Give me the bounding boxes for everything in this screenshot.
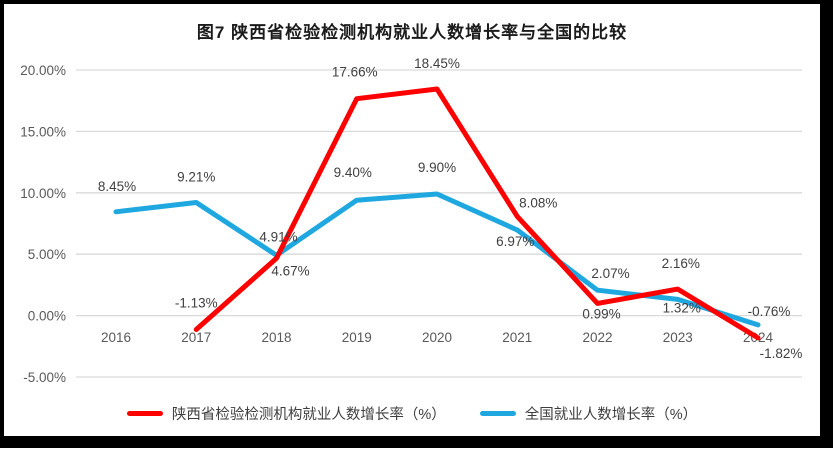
y-tick-label: 0.00%: [28, 309, 66, 324]
data-label: 4.67%: [271, 263, 309, 278]
legend-item-national: 全国就业人数增长率（%）: [479, 403, 698, 424]
data-label: -0.76%: [748, 304, 791, 319]
y-tick-label: 10.00%: [20, 186, 66, 201]
y-tick-label: 5.00%: [28, 247, 66, 262]
x-category-label: 2016: [101, 330, 131, 345]
data-label: 9.90%: [418, 160, 456, 175]
x-category-label: 2017: [181, 330, 211, 345]
data-label: 1.32%: [663, 300, 701, 315]
data-label: 18.45%: [414, 56, 460, 71]
data-label: 2.16%: [662, 256, 700, 271]
legend-red-line-swatch: [126, 411, 163, 416]
legend-item-shaanxi: 陕西省检验检测机构就业人数增长率（%）: [126, 403, 446, 424]
y-tick-label: 15.00%: [20, 124, 66, 139]
data-label: 4.91%: [259, 229, 297, 244]
data-label: 2.07%: [591, 266, 629, 281]
chart-legend: 陕西省检验检测机构就业人数增长率（%） 全国就业人数增长率（%）: [4, 403, 820, 424]
x-category-label: 2019: [342, 330, 372, 345]
x-category-label: 2020: [422, 330, 452, 345]
x-category-label: 2018: [261, 330, 291, 345]
data-label: 8.45%: [98, 179, 136, 194]
x-category-label: 2023: [663, 330, 693, 345]
y-tick-label: -5.00%: [23, 370, 66, 385]
data-label: 9.40%: [334, 165, 372, 180]
data-label: 8.08%: [519, 195, 557, 210]
y-tick-label: 20.00%: [20, 63, 66, 78]
data-label: -1.82%: [760, 346, 803, 361]
series-line-shaanxi: [193, 86, 761, 341]
chart-title: 图7 陕西省检验检测机构就业人数增长率与全国的比较: [196, 23, 628, 42]
legend-label-national: 全国就业人数增长率（%）: [524, 407, 698, 423]
data-label: 9.21%: [177, 170, 215, 185]
legend-label-shaanxi: 陕西省检验检测机构就业人数增长率（%）: [171, 407, 446, 423]
x-category-label: 2021: [502, 330, 532, 345]
legend-blue-line-swatch: [479, 411, 516, 416]
data-label: 17.66%: [332, 65, 378, 80]
data-label: 0.99%: [582, 306, 620, 321]
x-category-label: 2022: [582, 330, 612, 345]
data-label: 6.97%: [496, 234, 534, 249]
data-label: -1.13%: [175, 295, 218, 310]
